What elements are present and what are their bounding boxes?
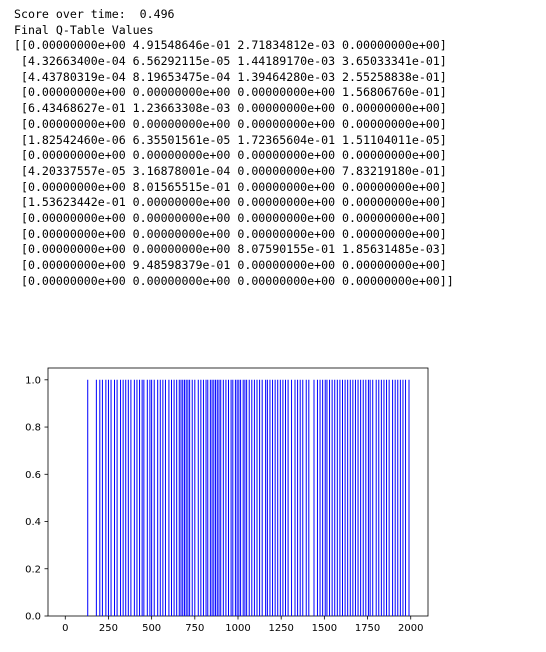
- x-tick-label: 1500: [312, 623, 337, 634]
- x-tick-label: 0: [62, 623, 68, 634]
- qtable-row: [0.00000000e+00 8.01565515e-01 0.0000000…: [14, 179, 447, 194]
- x-tick-label: 500: [142, 623, 161, 634]
- x-tick-label: 1750: [355, 623, 380, 634]
- notebook-output: Score over time: 0.496 Final Q-Table Valu…: [14, 7, 454, 289]
- y-tick-label: 0.8: [25, 423, 41, 434]
- qtable-row: [6.43468627e-01 1.23663308e-03 0.0000000…: [14, 101, 447, 116]
- qtable-row: [0.00000000e+00 0.00000000e+00 0.0000000…: [14, 210, 447, 225]
- y-axis: 0.0 0.2 0.4 0.6 0.8 1.0: [25, 375, 48, 623]
- score-line: Score over time: 0.496: [14, 7, 175, 21]
- plot-area: [47, 367, 429, 617]
- y-tick-label: 0.0: [25, 612, 41, 623]
- y-tick-label: 1.0: [25, 375, 41, 386]
- qtable-row: [0.00000000e+00 0.00000000e+00 0.0000000…: [14, 226, 447, 241]
- x-tick-label: 250: [99, 623, 118, 634]
- qtable-row: [0.00000000e+00 0.00000000e+00 0.0000000…: [14, 116, 447, 131]
- qtable-row: [0.00000000e+00 0.00000000e+00 0.0000000…: [14, 85, 447, 100]
- x-tick-label: 750: [185, 623, 204, 634]
- bar-series: [87, 379, 410, 616]
- qtable-row: [1.53623442e-01 0.00000000e+00 0.0000000…: [14, 195, 447, 210]
- qtable-row: [0.00000000e+00 9.48598379e-01 0.0000000…: [14, 258, 447, 272]
- y-tick-label: 0.6: [25, 470, 41, 481]
- x-tick-label: 1250: [268, 623, 293, 634]
- qtable-row: [0.00000000e+00 0.00000000e+00 0.0000000…: [14, 148, 447, 163]
- qtable-row: [4.20337557e-05 3.16878001e-04 0.0000000…: [14, 163, 447, 178]
- x-axis: 0 250 500 750 1000 1250 1500 1750 2000: [62, 616, 423, 634]
- qtable-heading: Final Q-Table Values: [14, 22, 154, 37]
- x-tick-label: 1000: [225, 623, 250, 634]
- qtable-row: [4.32663400e-04 6.56292115e-05 1.4418917…: [14, 54, 447, 69]
- qtable-row: [4.43780319e-04 8.19653475e-04 1.3946428…: [14, 69, 447, 84]
- qtable-row: [1.82542460e-06 6.35501561e-05 1.7236560…: [14, 132, 447, 147]
- bar-chart: 0 250 500 750 1000 1250 1500 1750 2000 0.0 0.2 0.4…: [25, 367, 429, 634]
- y-tick-label: 0.2: [25, 564, 41, 575]
- y-tick-label: 0.4: [25, 517, 41, 528]
- qtable-row: [0.00000000e+00 0.00000000e+00 0.0000000…: [14, 273, 454, 288]
- qtable-row: [[0.00000000e+00 4.91548646e-01 2.718348…: [14, 38, 447, 53]
- x-tick-label: 2000: [398, 623, 423, 634]
- qtable-row: [0.00000000e+00 0.00000000e+00 8.0759015…: [14, 242, 447, 257]
